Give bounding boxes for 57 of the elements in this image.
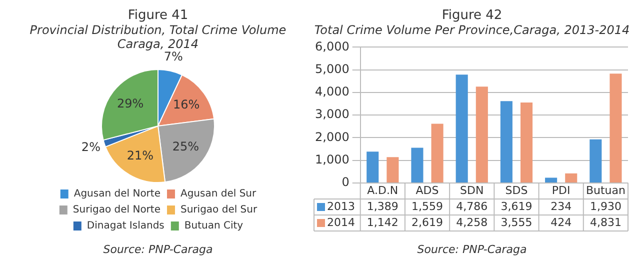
bar bbox=[366, 152, 379, 182]
data-label: 4,831 bbox=[590, 216, 622, 229]
data-label: 3,555 bbox=[500, 216, 532, 229]
source-note: Source: PNP-Caraga bbox=[103, 243, 213, 256]
data-label: 1,142 bbox=[366, 216, 398, 229]
data-label: 16% bbox=[173, 98, 200, 112]
data-label: 234 bbox=[550, 200, 572, 213]
data-label: 7% bbox=[164, 49, 183, 64]
y-tick-label: 0 bbox=[342, 175, 350, 190]
legend-label: Butuan City bbox=[184, 220, 244, 232]
y-tick-label: 3,000 bbox=[314, 107, 350, 122]
y-tick-label: 2,000 bbox=[314, 130, 350, 144]
data-label: 25% bbox=[172, 140, 200, 154]
data-label: 1,930 bbox=[590, 200, 622, 213]
legend-label: 2013 bbox=[327, 200, 355, 213]
data-label: 424 bbox=[550, 216, 572, 229]
bar bbox=[590, 139, 602, 182]
y-tick-label: 6,000 bbox=[314, 39, 350, 54]
chart-subtitle: Provincial Distribution, Total Crime Volume Caraga, 2014 bbox=[28, 23, 288, 51]
source-note: Source: PNP-Caraga bbox=[417, 243, 527, 256]
chart-title: Figure 42 bbox=[442, 8, 502, 23]
chart-title: Figure 41 bbox=[128, 8, 188, 23]
bar bbox=[565, 173, 578, 182]
bar bbox=[386, 157, 399, 182]
x-tick-label: PDI bbox=[552, 184, 570, 197]
bar bbox=[476, 86, 488, 182]
bar bbox=[411, 148, 424, 182]
x-tick-label: ADS bbox=[416, 184, 439, 197]
data-label: 29% bbox=[116, 96, 144, 111]
x-tick-label: A.D.N bbox=[367, 184, 398, 197]
y-tick-label: 5,000 bbox=[314, 62, 350, 76]
legend-label: Dinagat Islands bbox=[86, 220, 164, 232]
data-label: 21% bbox=[126, 148, 154, 162]
bar bbox=[456, 74, 468, 182]
y-tick-label: 1,000 bbox=[314, 152, 350, 166]
bar bbox=[610, 74, 622, 182]
x-tick-label: SDS bbox=[505, 184, 528, 197]
data-label: 1,389 bbox=[366, 200, 398, 213]
legend-label: Surigao del Norte bbox=[72, 204, 160, 216]
legend-label: Agusan del Norte bbox=[74, 188, 160, 200]
x-tick-label: SDN bbox=[460, 184, 484, 197]
legend-label: Surigao del Sur bbox=[180, 204, 258, 216]
data-label: 2% bbox=[81, 140, 100, 154]
data-label: 4,258 bbox=[456, 216, 488, 229]
y-tick-label: 4,000 bbox=[314, 84, 350, 99]
x-tick-label: Butuan bbox=[586, 184, 626, 197]
legend-label: 2014 bbox=[327, 216, 355, 229]
legend-label: Agusan del Sur bbox=[180, 188, 258, 200]
chart-subtitle: Total Crime Volume Per Province,Caraga, 2013-2014 bbox=[314, 23, 630, 37]
data-label: 3,619 bbox=[500, 200, 532, 213]
bar bbox=[545, 178, 558, 182]
bar bbox=[520, 102, 533, 182]
data-label: 4,786 bbox=[456, 200, 488, 213]
bar bbox=[431, 124, 444, 182]
bar bbox=[500, 101, 512, 182]
data-label: 2,619 bbox=[412, 216, 444, 229]
data-label: 1,559 bbox=[412, 200, 444, 213]
